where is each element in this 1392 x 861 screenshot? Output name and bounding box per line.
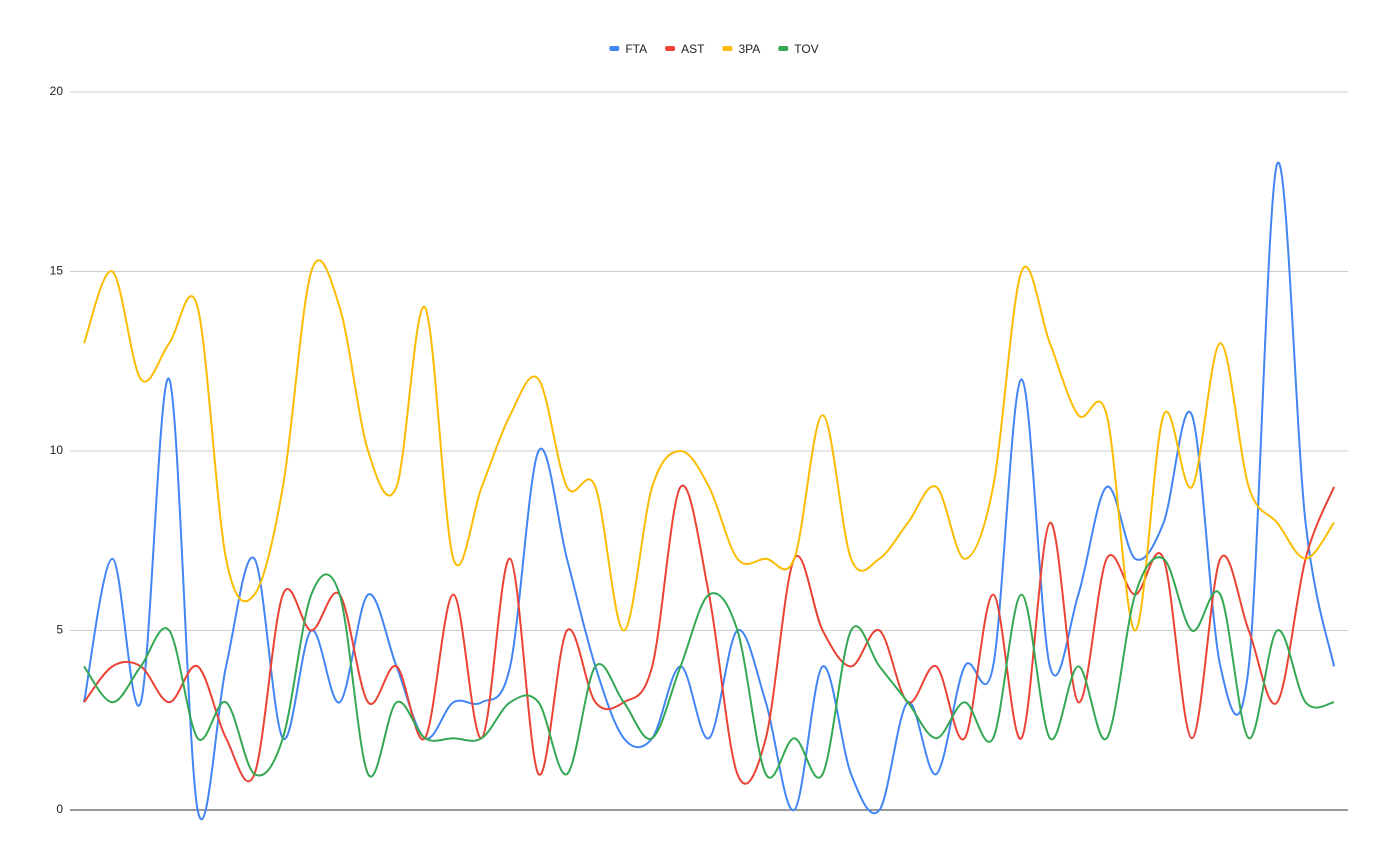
legend-swatch xyxy=(778,46,789,51)
y-tick-label: 0 xyxy=(56,802,63,816)
y-tick-label: 10 xyxy=(50,443,64,457)
legend-label: AST xyxy=(681,42,705,56)
y-tick-label: 20 xyxy=(50,84,64,98)
line-series xyxy=(83,259,1335,632)
legend-swatch xyxy=(722,46,733,51)
legend-label: 3PA xyxy=(738,42,760,56)
legend-swatch xyxy=(665,46,676,51)
line-series xyxy=(83,161,1335,821)
legend-swatch xyxy=(609,46,620,51)
y-tick-label: 15 xyxy=(50,264,64,278)
legend-label: FTA xyxy=(625,42,647,56)
line-series xyxy=(83,484,1335,785)
line-series xyxy=(83,556,1335,779)
legend-label: TOV xyxy=(794,42,818,56)
y-tick-label: 5 xyxy=(56,623,63,637)
